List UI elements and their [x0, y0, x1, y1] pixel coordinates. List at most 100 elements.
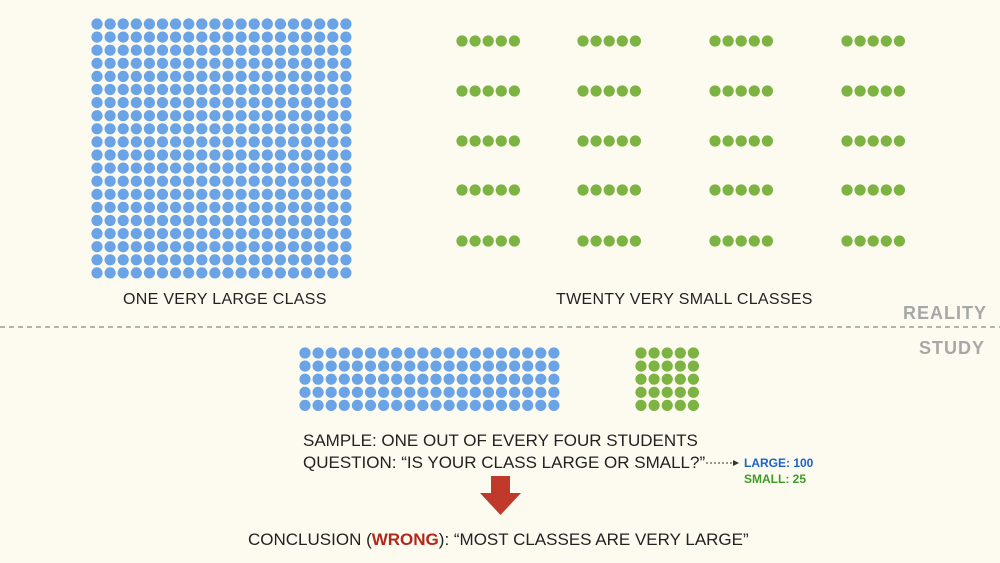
small-class-student-dot	[880, 235, 892, 247]
large-class-student-dot	[287, 70, 300, 82]
sampled-small-student-dot	[635, 386, 647, 398]
large-class-student-dot	[248, 18, 260, 30]
large-class-student-dot	[104, 201, 116, 213]
sampled-large-student-dot	[378, 373, 390, 385]
large-class-student-dot	[235, 110, 247, 122]
small-class-student-dot	[469, 35, 481, 47]
small-class-student-dot	[880, 35, 892, 47]
small-class-student-dot	[709, 235, 721, 247]
large-class-student-dot	[209, 228, 221, 240]
sampled-large-student-dot	[522, 399, 534, 411]
small-class-student-dot	[508, 184, 520, 196]
sampled-large-student-dot	[522, 386, 534, 398]
sampled-large-student-dot	[443, 360, 455, 372]
large-class-student-dot	[209, 136, 221, 148]
sampled-small-student-dot	[661, 373, 673, 385]
large-class-student-dot	[327, 267, 339, 279]
sampled-large-student-dot	[351, 360, 363, 372]
sampled-large-student-dot	[404, 347, 416, 359]
large-class-student-dot	[91, 18, 103, 30]
large-class-student-dot	[130, 31, 142, 43]
large-class-student-dot	[340, 123, 352, 135]
large-class-student-dot	[248, 31, 260, 43]
large-class-student-dot	[170, 175, 182, 187]
large-class-student-dot	[261, 267, 273, 279]
large-class-student-dot	[301, 267, 313, 279]
small-class-student-dot	[854, 85, 866, 97]
small-class-student-dot	[841, 135, 853, 147]
sampled-small-student-dot	[674, 360, 686, 372]
large-class-student-dot	[287, 57, 300, 69]
large-class-student-dot	[209, 254, 221, 266]
large-class-student-dot	[156, 149, 169, 161]
large-class-student-dot	[156, 175, 169, 187]
large-class-student-dot	[340, 70, 352, 82]
large-class-student-dot	[222, 70, 234, 82]
large-class-student-dot	[104, 254, 116, 266]
small-class-student-dot	[709, 135, 721, 147]
large-class-student-dot	[104, 97, 116, 109]
large-class-student-dot	[327, 31, 339, 43]
large-class-student-dot	[274, 57, 286, 69]
large-class-student-dot	[222, 123, 234, 135]
large-class-student-dot	[183, 110, 195, 122]
large-class-student-dot	[340, 18, 352, 30]
large-class-student-dot	[183, 70, 195, 82]
small-class-student-dot	[893, 184, 906, 196]
large-class-student-dot	[248, 136, 260, 148]
large-class-student-dot	[209, 149, 221, 161]
sampled-small-student-dot	[648, 347, 660, 359]
large-class-student-dot	[183, 83, 195, 96]
large-class-student-dot	[222, 83, 234, 96]
large-class-student-dot	[287, 123, 300, 135]
large-class-student-dot	[91, 267, 103, 279]
sampled-large-student-dot	[299, 360, 311, 372]
large-class-student-dot	[117, 110, 129, 122]
small-class-student-dot	[748, 85, 760, 97]
large-class-student-dot	[183, 18, 195, 30]
large-class-student-dot	[340, 254, 352, 266]
small-class-student-dot	[495, 235, 507, 247]
large-class-student-dot	[274, 228, 286, 240]
sampled-large-student-dot	[443, 399, 455, 411]
large-class-student-dot	[196, 241, 208, 253]
large-class-student-dot	[340, 241, 352, 253]
small-class-student-dot	[577, 135, 589, 147]
small-class-student-dot	[616, 85, 628, 97]
sampled-large-student-dot	[456, 399, 468, 411]
sampled-large-student-dot	[482, 386, 494, 398]
sampled-large-student-dot	[430, 386, 442, 398]
sampled-large-student-dot	[417, 386, 429, 398]
large-class-student-dot	[170, 57, 182, 69]
large-class-student-dot	[183, 188, 195, 200]
large-class-student-dot	[117, 70, 129, 82]
small-class-student-dot	[456, 135, 468, 147]
large-class-student-dot	[340, 214, 352, 227]
survey-question: QUESTION: “IS YOUR CLASS LARGE OR SMALL?…	[303, 453, 706, 472]
large-class-student-dot	[117, 123, 129, 135]
large-class-student-dot	[130, 97, 142, 109]
sampled-small-student-dot	[661, 360, 673, 372]
large-class-student-dot	[209, 70, 221, 82]
small-class-student-dot	[893, 235, 906, 247]
large-class-student-dot	[235, 18, 247, 30]
large-class-student-dot	[301, 175, 313, 187]
large-class-student-dot	[170, 44, 182, 56]
large-class-student-dot	[340, 97, 352, 109]
sampled-large-student-dot	[469, 386, 481, 398]
large-class-student-dot	[222, 31, 234, 43]
sampled-large-student-dot	[535, 386, 547, 398]
large-class-student-dot	[274, 241, 286, 253]
sampled-large-student-dot	[469, 347, 481, 359]
large-class-student-dot	[143, 175, 155, 187]
large-class-student-dot	[104, 162, 116, 174]
large-class-student-dot	[170, 188, 182, 200]
sampled-large-student-dot	[378, 347, 390, 359]
small-class-student-dot	[456, 35, 468, 47]
large-class-student-dot	[301, 110, 313, 122]
large-class-student-dot	[156, 70, 169, 82]
large-class-student-dot	[143, 241, 155, 253]
large-class-student-dot	[130, 201, 142, 213]
large-class-student-dot	[117, 188, 129, 200]
sampled-large-student-dot	[508, 373, 521, 385]
